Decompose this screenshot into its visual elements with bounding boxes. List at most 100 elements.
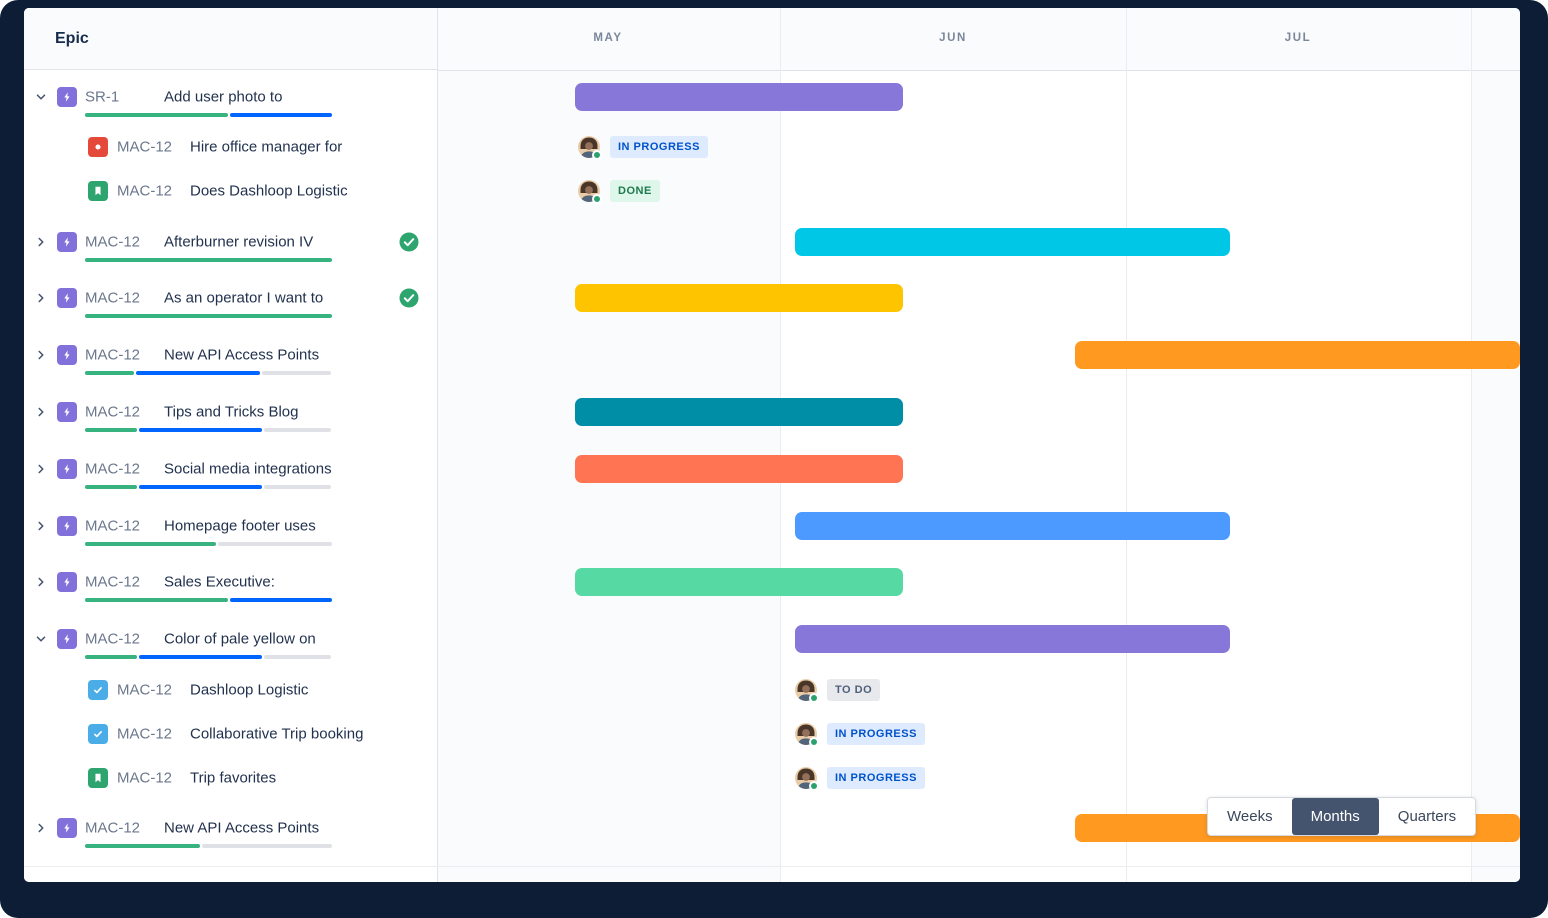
- assignee-avatar[interactable]: [578, 180, 602, 204]
- view-toggle-quarters[interactable]: Quarters: [1378, 798, 1476, 835]
- epic-icon: [57, 516, 77, 536]
- epic-row[interactable]: MAC-12 New API Access Points: [24, 340, 437, 375]
- presence-dot-icon: [809, 781, 819, 791]
- assignee-avatar[interactable]: [795, 723, 819, 747]
- timeline-epic-bar[interactable]: [575, 398, 903, 426]
- epic-icon: [57, 232, 77, 252]
- epic-row-list: SR-1 Add user photo to MAC-12 Hire office m…: [24, 8, 437, 882]
- assignee-avatar[interactable]: [795, 767, 819, 791]
- view-toggle: Weeks Months Quarters: [1207, 797, 1477, 836]
- epic-row[interactable]: MAC-12 New API Access Points: [24, 813, 437, 848]
- epic-panel: SR-1 Add user photo to MAC-12 Hire office m…: [24, 8, 438, 882]
- chevron-right-icon[interactable]: [32, 233, 50, 251]
- issue-key: SR-1: [85, 88, 120, 106]
- assignee-avatar[interactable]: [795, 679, 819, 703]
- progress-segment: [85, 598, 229, 602]
- progress-segment: [230, 113, 332, 117]
- timeline-epic-bar[interactable]: [795, 512, 1230, 540]
- epic-progress-bar: [85, 542, 332, 546]
- epic-progress-bar: [85, 598, 332, 602]
- progress-segment: [264, 485, 332, 489]
- epic-row[interactable]: MAC-12 Homepage footer uses: [24, 511, 437, 546]
- chevron-right-icon[interactable]: [32, 346, 50, 364]
- issue-title: Add user photo to: [164, 88, 283, 106]
- issue-key: MAC-12: [117, 182, 173, 200]
- epic-row[interactable]: MAC-12 Sales Executive:: [24, 567, 437, 602]
- chevron-right-icon[interactable]: [32, 289, 50, 307]
- chevron-right-icon[interactable]: [32, 819, 50, 837]
- epic-column-header: Epic: [24, 8, 437, 70]
- bug-icon: [88, 137, 108, 157]
- child-issue-row[interactable]: MAC-12 Dashloop Logistic: [24, 676, 437, 704]
- timeline-epic-bar[interactable]: [575, 83, 903, 111]
- presence-dot-icon: [592, 150, 602, 160]
- issue-title: Homepage footer uses: [164, 517, 316, 535]
- month-gridline: [1126, 8, 1127, 882]
- progress-segment: [264, 428, 332, 432]
- issue-title: Sales Executive:: [164, 573, 275, 591]
- story-icon: [88, 768, 108, 788]
- issue-title: Collaborative Trip booking: [190, 725, 364, 743]
- timeline-epic-bar[interactable]: [795, 625, 1230, 653]
- task-icon: [88, 724, 108, 744]
- child-issue-row[interactable]: MAC-12 Trip favorites: [24, 764, 437, 792]
- month-label: JUL: [1284, 32, 1312, 44]
- issue-key: MAC-12: [117, 681, 173, 699]
- chevron-right-icon[interactable]: [32, 403, 50, 421]
- issue-status-group: IN PROGRESS: [795, 767, 925, 791]
- chevron-right-icon[interactable]: [32, 573, 50, 591]
- epic-progress-bar: [85, 258, 332, 262]
- timeline-panel: MAY JUN JUL IN PROGRESS DONE TO DO IN PROGRES…: [437, 8, 1520, 882]
- task-icon: [88, 680, 108, 700]
- month-column-shade: [1471, 70, 1520, 882]
- chevron-right-icon[interactable]: [32, 517, 50, 535]
- timeline-month-header: MAY JUN JUL: [437, 8, 1520, 71]
- status-badge: IN PROGRESS: [827, 723, 925, 745]
- child-issue-row[interactable]: MAC-12 Does Dashloop Logistic: [24, 177, 437, 205]
- issue-title: Afterburner revision IV: [164, 233, 314, 251]
- child-issue-row[interactable]: MAC-12 Hire office manager for: [24, 133, 437, 161]
- view-toggle-weeks[interactable]: Weeks: [1208, 798, 1292, 835]
- chevron-down-icon[interactable]: [32, 630, 50, 648]
- epic-row[interactable]: MAC-12 Social media integrations: [24, 454, 437, 489]
- issue-key: MAC-12: [117, 769, 173, 787]
- epic-icon: [57, 818, 77, 838]
- view-toggle-months[interactable]: Months: [1291, 798, 1379, 835]
- presence-dot-icon: [809, 693, 819, 703]
- timeline-epic-bar[interactable]: [1075, 341, 1520, 369]
- timeline-epic-bar[interactable]: [575, 455, 903, 483]
- timeline-rows: IN PROGRESS DONE TO DO IN PROGRESS IN PROGRE…: [437, 8, 1520, 882]
- timeline-epic-bar[interactable]: [575, 568, 903, 596]
- epic-row[interactable]: MAC-12 Afterburner revision IV: [24, 227, 437, 262]
- issue-status-group: IN PROGRESS: [578, 136, 708, 160]
- progress-segment: [85, 542, 216, 546]
- progress-segment: [230, 598, 332, 602]
- epic-column-label: Epic: [55, 29, 89, 47]
- issue-title: New API Access Points: [164, 819, 320, 837]
- issue-status-group: DONE: [578, 180, 660, 204]
- status-badge: TO DO: [827, 679, 881, 701]
- issue-status-group: TO DO: [795, 679, 881, 703]
- timeline-epic-bar[interactable]: [575, 284, 903, 312]
- child-issue-row[interactable]: MAC-12 Collaborative Trip booking: [24, 720, 437, 748]
- progress-segment: [138, 428, 263, 432]
- presence-dot-icon: [809, 737, 819, 747]
- chevron-down-icon[interactable]: [32, 88, 50, 106]
- assignee-avatar[interactable]: [578, 136, 602, 160]
- issue-title: Does Dashloop Logistic: [190, 182, 348, 200]
- issue-status-group: IN PROGRESS: [795, 723, 925, 747]
- epic-icon: [57, 572, 77, 592]
- epic-row[interactable]: MAC-12 Tips and Tricks Blog: [24, 397, 437, 432]
- epic-row[interactable]: SR-1 Add user photo to: [24, 82, 437, 117]
- chevron-right-icon[interactable]: [32, 460, 50, 478]
- epic-progress-bar: [85, 428, 332, 432]
- epic-icon: [57, 459, 77, 479]
- issue-key: MAC-12: [85, 289, 141, 307]
- timeline-epic-bar[interactable]: [795, 228, 1230, 256]
- progress-segment: [85, 371, 135, 375]
- epic-row[interactable]: MAC-12 As an operator I want to: [24, 283, 437, 318]
- epic-row[interactable]: MAC-12 Color of pale yellow on: [24, 624, 437, 659]
- done-check-icon: [398, 287, 420, 309]
- progress-segment: [85, 113, 229, 117]
